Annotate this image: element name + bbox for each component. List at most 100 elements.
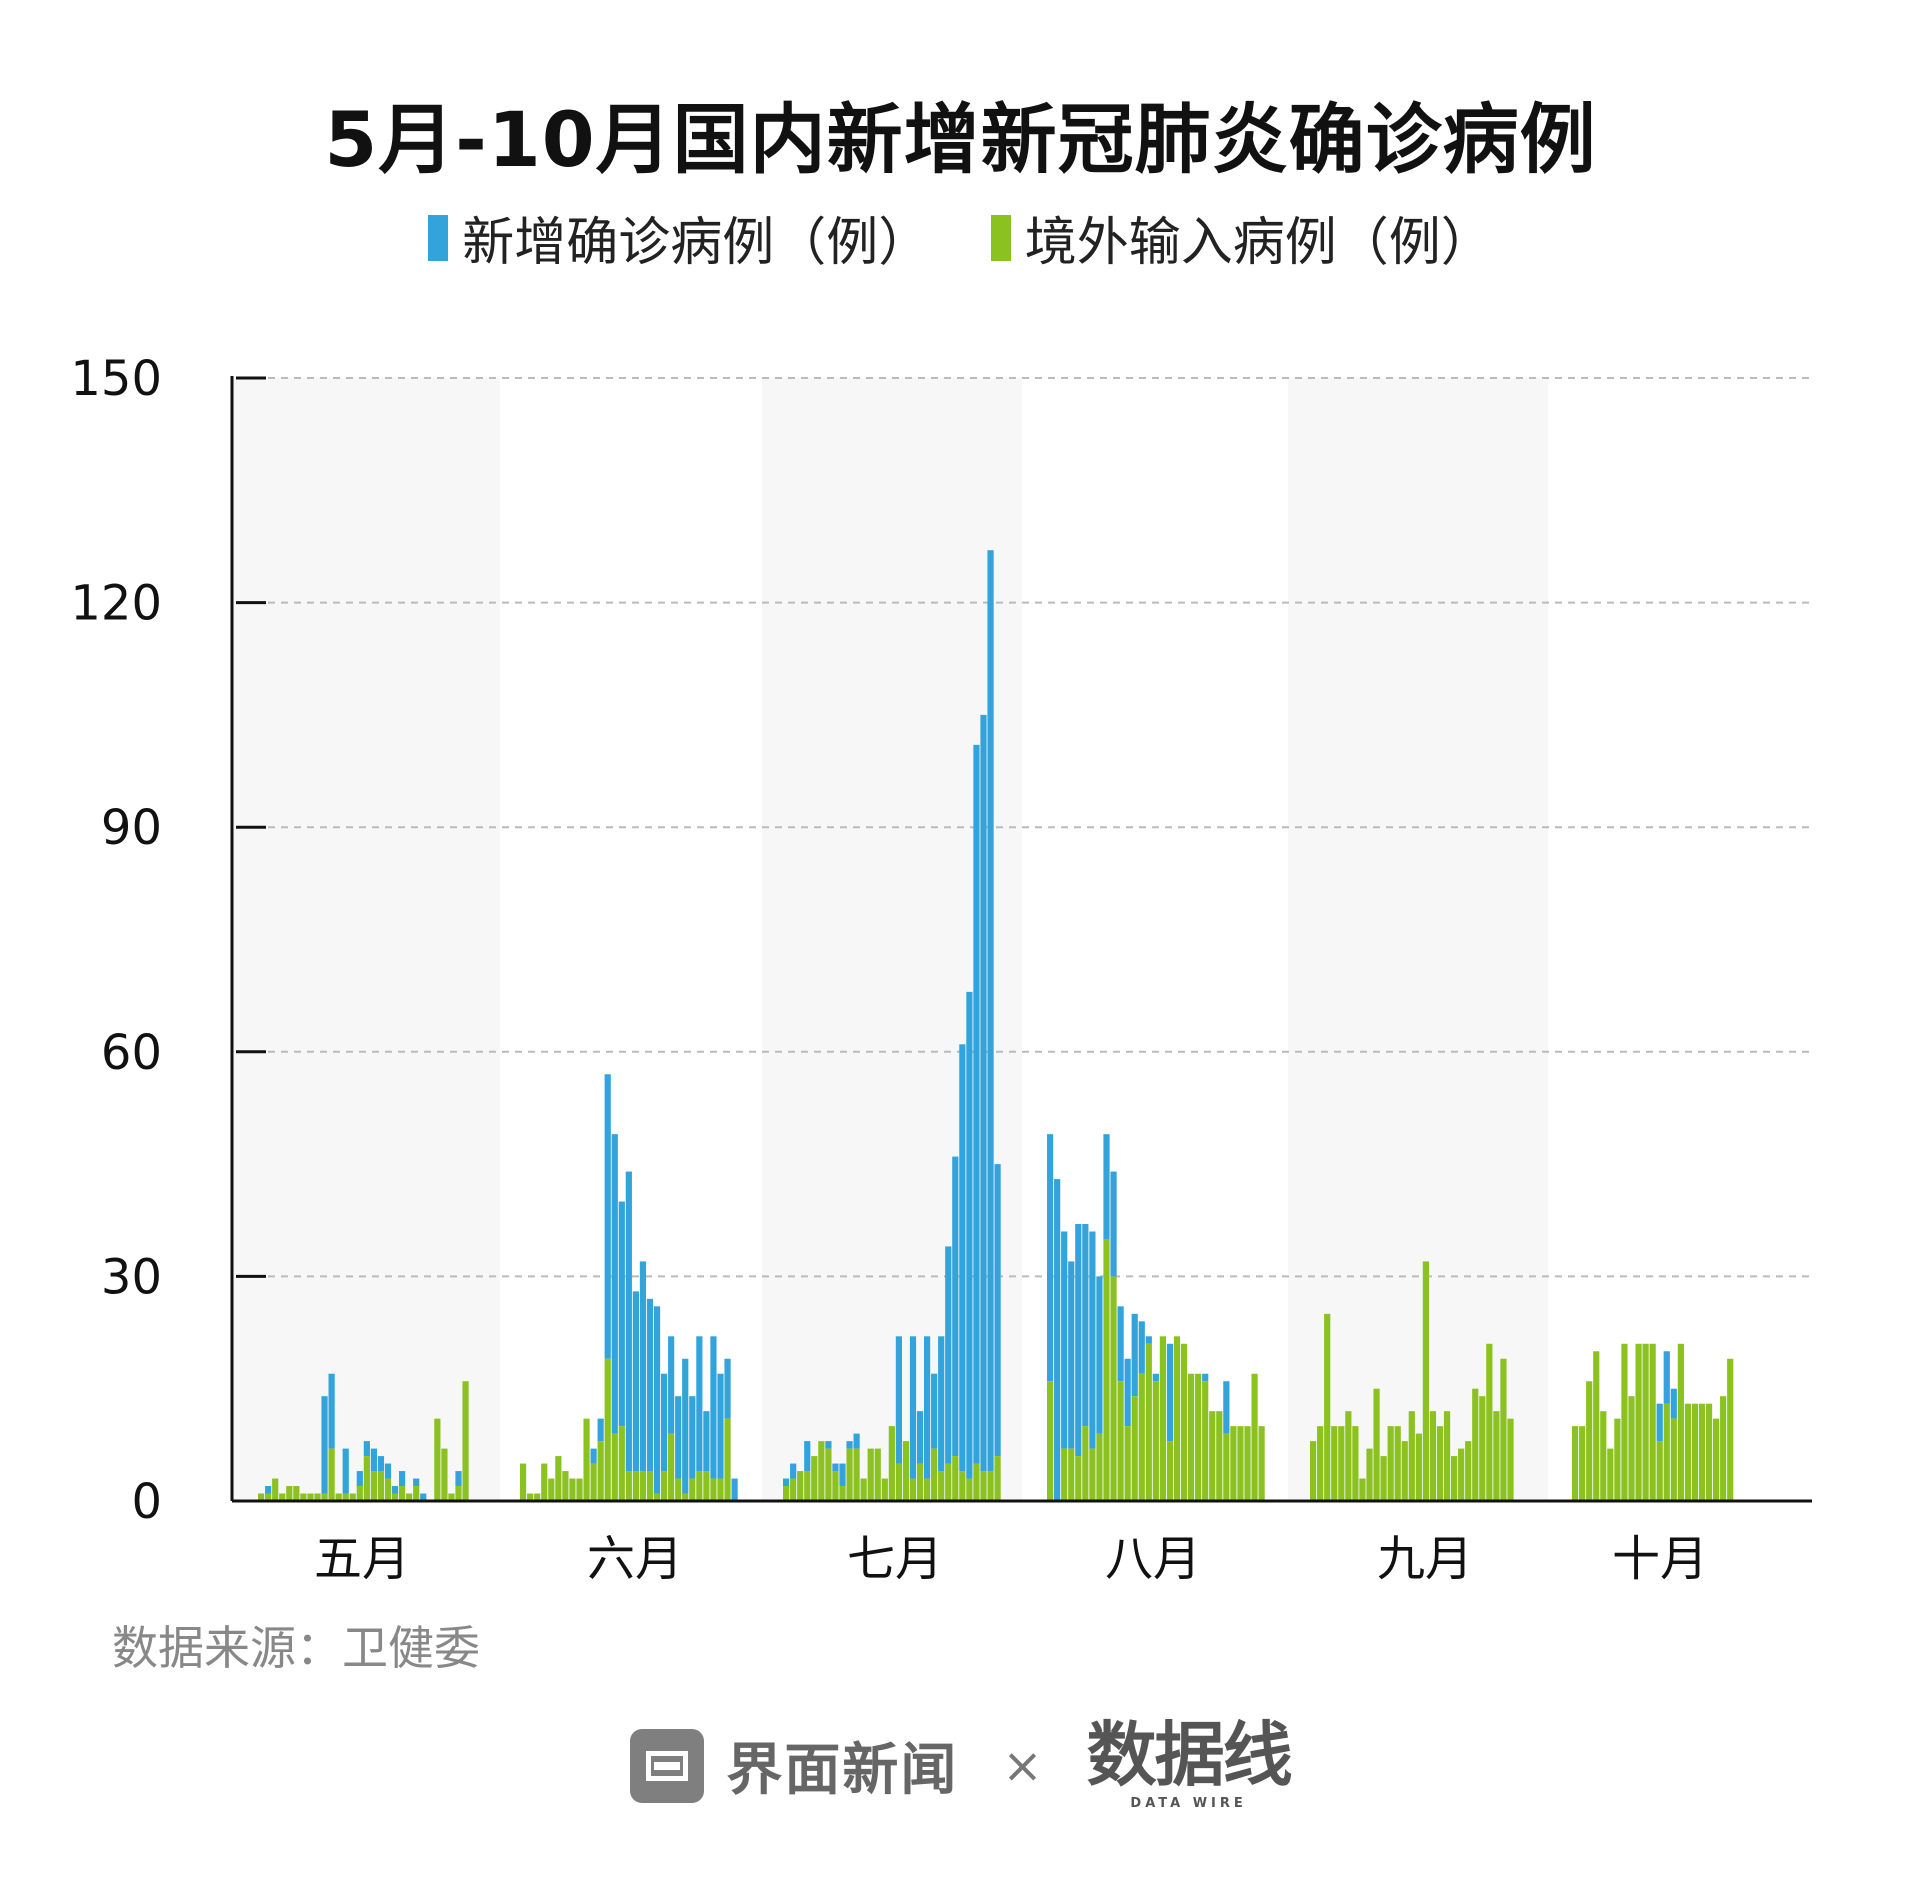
bar-new-case — [1117, 1306, 1124, 1382]
bar-imported — [356, 1486, 363, 1501]
bar-imported — [1359, 1478, 1366, 1501]
bar-new-case — [597, 1418, 604, 1442]
bar-imported — [462, 1381, 469, 1501]
bar-imported — [1216, 1411, 1223, 1501]
bar-imported — [314, 1493, 321, 1501]
bar-new-case — [590, 1448, 597, 1464]
bar-imported — [1600, 1411, 1607, 1501]
bar-new-case — [675, 1396, 682, 1479]
bar-imported — [384, 1478, 392, 1501]
bar-imported — [1656, 1441, 1663, 1501]
bar-imported — [724, 1418, 731, 1501]
bar-imported — [1103, 1238, 1110, 1501]
bar-imported — [881, 1478, 888, 1501]
bar-new-case — [625, 1171, 632, 1472]
bar-new-case — [682, 1358, 689, 1494]
bar-imported — [653, 1493, 661, 1501]
bar-imported — [909, 1478, 917, 1501]
bar-imported — [569, 1478, 576, 1501]
datawire-logo-text: 数据线 — [1086, 1714, 1293, 1796]
bar-new-case — [363, 1441, 370, 1457]
bar-new-case — [839, 1463, 846, 1487]
bar-imported — [335, 1493, 342, 1501]
legend-label-new-cases: 新增确诊病例（例） — [462, 213, 931, 273]
bar-new-case — [853, 1433, 860, 1449]
bar-imported — [300, 1493, 307, 1501]
bar-new-case — [1089, 1231, 1096, 1449]
bar-imported — [1202, 1381, 1209, 1501]
bar-new-case — [804, 1441, 811, 1472]
y-tick-label: 150 — [70, 351, 162, 407]
bar-imported — [1572, 1426, 1579, 1501]
bar-imported — [710, 1478, 717, 1501]
bar-new-case — [731, 1478, 738, 1501]
bar-imported — [1387, 1426, 1394, 1501]
bar-imported — [1663, 1403, 1670, 1501]
bar-imported — [1258, 1426, 1265, 1501]
bar-imported — [846, 1448, 853, 1501]
bar-imported — [1593, 1351, 1600, 1501]
bar-new-case — [668, 1336, 675, 1434]
bar-imported — [541, 1463, 548, 1501]
bar-new-case — [1131, 1313, 1138, 1397]
bar-imported — [632, 1471, 639, 1501]
bar-new-case — [646, 1298, 654, 1472]
jiemian-brand-name: 界面新闻 — [726, 1738, 959, 1803]
bar-imported — [1698, 1403, 1706, 1501]
bar-new-case — [783, 1478, 790, 1487]
bar-imported — [349, 1493, 356, 1501]
bar-imported — [818, 1441, 825, 1501]
bar-imported — [668, 1433, 675, 1501]
bar-imported — [1635, 1343, 1642, 1501]
bar-imported — [860, 1478, 867, 1501]
bar-new-case — [399, 1471, 406, 1487]
bar-imported — [646, 1471, 654, 1501]
bar-imported — [1173, 1336, 1181, 1501]
bar-imported — [994, 1456, 1001, 1501]
bar-imported — [797, 1471, 804, 1501]
bar-new-case — [959, 1044, 966, 1472]
bar-imported — [1649, 1343, 1656, 1501]
bar-imported — [717, 1478, 724, 1501]
bar-imported — [938, 1471, 945, 1501]
bar-imported — [1237, 1426, 1244, 1501]
bar-imported — [1047, 1381, 1054, 1501]
bar-imported — [825, 1448, 832, 1501]
legend-swatch-new-cases — [428, 214, 449, 261]
bar-new-case — [717, 1373, 724, 1479]
bar-new-case — [370, 1448, 377, 1472]
bar-new-case — [790, 1463, 797, 1479]
bar-imported — [1195, 1373, 1202, 1501]
bar-imported — [639, 1471, 647, 1501]
bar-imported — [1500, 1358, 1507, 1501]
bar-new-case — [420, 1493, 427, 1501]
bar-imported — [520, 1463, 527, 1501]
bar-imported — [363, 1456, 370, 1501]
bar-new-case — [924, 1336, 931, 1479]
bar-new-case — [1202, 1373, 1209, 1382]
bar-new-case — [1663, 1351, 1670, 1404]
bar-imported — [562, 1471, 569, 1501]
bar-imported — [265, 1493, 272, 1501]
bar-imported — [1188, 1373, 1195, 1501]
bar-imported — [1429, 1411, 1437, 1501]
bar-new-case — [1096, 1276, 1103, 1434]
bar-imported — [1124, 1426, 1131, 1501]
bar-new-case — [938, 1336, 945, 1472]
bar-new-case — [952, 1156, 959, 1457]
bar-imported — [1621, 1343, 1628, 1501]
bar-new-case — [931, 1373, 938, 1449]
bar-new-case — [391, 1486, 399, 1494]
bar-new-case — [1047, 1134, 1054, 1382]
bar-imported — [328, 1448, 335, 1501]
bar-imported — [1443, 1411, 1451, 1501]
legend-item-imported-cases: 境外输入病例（例） — [990, 200, 1493, 275]
bar-imported — [1366, 1448, 1373, 1501]
bar-imported — [1110, 1276, 1117, 1501]
bar-imported — [1138, 1373, 1145, 1501]
bar-new-case — [1670, 1388, 1677, 1419]
bar-imported — [675, 1478, 682, 1501]
bar-new-case — [1068, 1261, 1075, 1449]
bar-imported — [555, 1456, 562, 1501]
bar-imported — [924, 1478, 931, 1501]
